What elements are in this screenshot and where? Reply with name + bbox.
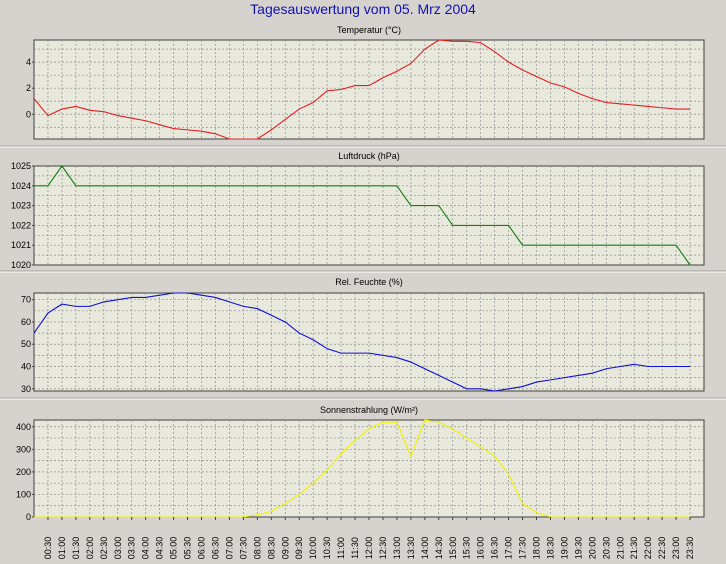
x-tick-label: 22:30 bbox=[657, 537, 667, 560]
y-tick-label: 0 bbox=[26, 512, 31, 522]
series-line-0 bbox=[34, 39, 691, 140]
y-tick-label: 300 bbox=[16, 444, 31, 454]
x-tick-label: 11:30 bbox=[350, 537, 360, 559]
chart-panel-1: Luftdruck (hPa) 1020 1021 1022 1023 1024 1025 bbox=[11, 151, 705, 270]
x-tick-label: 15:00 bbox=[448, 537, 458, 560]
y-tick-label: 1025 bbox=[11, 161, 31, 171]
x-tick-label: 01:30 bbox=[71, 537, 81, 560]
x-tick-label: 00:30 bbox=[43, 537, 53, 560]
x-tick-label: 06:30 bbox=[210, 537, 220, 560]
x-tick-label: 10:30 bbox=[322, 537, 332, 560]
x-tick-label: 20:00 bbox=[587, 537, 597, 560]
x-tick-label: 02:00 bbox=[85, 537, 95, 560]
x-tick-label: 19:30 bbox=[573, 537, 583, 560]
x-tick-label: 03:30 bbox=[127, 537, 137, 560]
series-line-2 bbox=[34, 292, 691, 392]
y-tick-label: 400 bbox=[16, 422, 31, 432]
chart-panel-0: Temperatur (°C) 0 2 4 bbox=[26, 25, 705, 140]
y-tick-label: 1023 bbox=[11, 201, 31, 211]
y-tick-label: 60 bbox=[21, 317, 31, 327]
y-tick-label: 200 bbox=[16, 467, 31, 477]
y-tick-label: 0 bbox=[26, 109, 31, 119]
y-tick-label: 100 bbox=[16, 489, 31, 499]
chart-title-0: Temperatur (°C) bbox=[337, 25, 401, 35]
y-tick-label: 30 bbox=[21, 384, 31, 394]
page-title: Tagesauswertung vom 05. Mrz 2004 bbox=[250, 1, 476, 17]
x-tick-label: 18:00 bbox=[532, 537, 542, 560]
chart-title-3: Sonnenstrahlung (W/m²) bbox=[320, 405, 418, 415]
y-tick-label: 1022 bbox=[11, 220, 31, 230]
y-tick-label: 1020 bbox=[11, 260, 31, 270]
x-tick-label: 01:00 bbox=[57, 537, 67, 560]
x-tick-label: 16:00 bbox=[476, 537, 486, 560]
x-tick-label: 06:00 bbox=[197, 537, 207, 560]
series-line-1 bbox=[34, 165, 691, 266]
x-tick-label: 14:00 bbox=[420, 537, 430, 560]
x-tick-label: 08:00 bbox=[252, 537, 262, 560]
x-tick-label: 12:30 bbox=[378, 537, 388, 560]
x-tick-label: 23:30 bbox=[685, 537, 695, 560]
x-tick-label: 05:30 bbox=[183, 537, 193, 560]
x-tick-label: 08:30 bbox=[266, 537, 276, 560]
chart-title-2: Rel. Feuchte (%) bbox=[335, 277, 403, 287]
x-tick-label: 10:00 bbox=[308, 537, 318, 560]
x-tick-label: 13:00 bbox=[392, 537, 402, 560]
y-tick-label: 2 bbox=[26, 83, 31, 93]
y-tick-label: 40 bbox=[21, 362, 31, 372]
x-tick-label: 12:00 bbox=[364, 537, 374, 560]
x-tick-label: 03:00 bbox=[113, 537, 123, 560]
x-tick-label: 04:30 bbox=[155, 537, 165, 560]
series-line-3 bbox=[34, 419, 691, 518]
y-tick-label: 4 bbox=[26, 57, 31, 67]
x-tick-label: 18:30 bbox=[545, 537, 555, 560]
x-tick-label: 20:30 bbox=[601, 537, 611, 560]
x-tick-label: 21:00 bbox=[615, 537, 625, 560]
x-tick-label: 07:00 bbox=[224, 537, 234, 560]
y-tick-label: 70 bbox=[21, 295, 31, 305]
x-tick-label: 11:00 bbox=[336, 537, 346, 559]
x-tick-label: 09:00 bbox=[280, 537, 290, 560]
x-tick-label: 15:30 bbox=[462, 537, 472, 560]
x-tick-label: 17:30 bbox=[518, 537, 528, 560]
x-tick-label: 09:30 bbox=[294, 537, 304, 560]
x-tick-label: 04:00 bbox=[141, 537, 151, 560]
x-tick-label: 22:00 bbox=[643, 537, 653, 560]
x-tick-label: 14:30 bbox=[434, 537, 444, 560]
x-tick-label: 16:30 bbox=[490, 537, 500, 560]
x-tick-label: 05:00 bbox=[169, 537, 179, 560]
y-tick-label: 1021 bbox=[11, 240, 31, 250]
x-tick-label: 21:30 bbox=[629, 537, 639, 560]
chart-panel-2: Rel. Feuchte (%) 30 40 50 60 70 bbox=[21, 277, 705, 394]
chart-panel-3: Sonnenstrahlung (W/m²) 0 100 200 300 400 bbox=[16, 405, 705, 522]
x-tick-label: 19:00 bbox=[559, 537, 569, 560]
x-tick-label: 02:30 bbox=[99, 537, 109, 560]
x-tick-label: 17:00 bbox=[504, 537, 514, 560]
x-tick-label: 23:00 bbox=[671, 537, 681, 560]
x-tick-label: 07:30 bbox=[238, 537, 248, 560]
x-tick-label: 13:30 bbox=[406, 537, 416, 560]
y-tick-label: 1024 bbox=[11, 181, 31, 191]
chart-title-1: Luftdruck (hPa) bbox=[338, 151, 400, 161]
y-tick-label: 50 bbox=[21, 339, 31, 349]
